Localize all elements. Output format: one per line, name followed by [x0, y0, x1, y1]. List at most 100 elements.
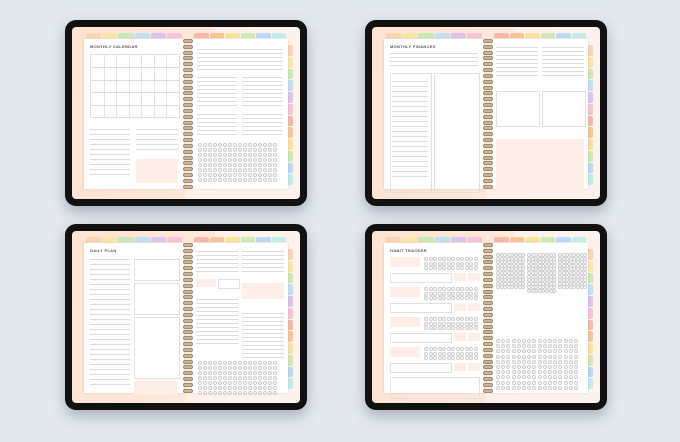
section-tab[interactable] [194, 33, 209, 38]
tracker-circle [511, 359, 516, 364]
month-tab[interactable] [588, 354, 593, 366]
section-tab[interactable] [556, 33, 571, 38]
section-tab[interactable] [150, 237, 166, 242]
section-tab[interactable] [150, 33, 166, 38]
section-tab[interactable] [194, 237, 209, 242]
section-tab[interactable] [509, 33, 524, 38]
section-tab[interactable] [418, 33, 434, 38]
section-tab[interactable] [494, 237, 509, 242]
month-tab[interactable] [288, 296, 293, 307]
month-tab[interactable] [588, 127, 593, 138]
month-tab[interactable] [288, 284, 293, 295]
section-tab[interactable] [134, 33, 150, 38]
month-tab[interactable] [288, 319, 293, 331]
section-tab[interactable] [86, 237, 102, 242]
section-tab[interactable] [494, 33, 509, 38]
section-tab[interactable] [450, 33, 466, 38]
month-tab[interactable] [588, 284, 593, 295]
section-tab[interactable] [134, 237, 150, 242]
month-tab[interactable] [588, 68, 593, 80]
section-tab[interactable] [240, 33, 255, 38]
section-tab[interactable] [418, 237, 434, 242]
month-tab[interactable] [588, 307, 593, 319]
month-tab[interactable] [288, 366, 293, 378]
month-tab[interactable] [288, 45, 293, 56]
month-tab[interactable] [588, 366, 593, 378]
section-tab[interactable] [571, 33, 586, 38]
section-tab[interactable] [386, 33, 402, 38]
tracker-circle [510, 267, 515, 272]
month-tab[interactable] [288, 115, 293, 127]
section-tab[interactable] [102, 237, 118, 242]
month-tab[interactable] [288, 139, 293, 150]
month-tab[interactable] [588, 272, 593, 284]
section-tab[interactable] [509, 237, 524, 242]
month-tab[interactable] [288, 150, 293, 162]
section-tab[interactable] [402, 33, 418, 38]
month-tab[interactable] [288, 272, 293, 284]
month-tab[interactable] [588, 92, 593, 103]
section-tab[interactable] [271, 237, 286, 242]
month-tab[interactable] [288, 354, 293, 366]
ruled-line [242, 89, 282, 90]
month-tab[interactable] [588, 139, 593, 150]
section-tab[interactable] [166, 33, 183, 38]
month-tab[interactable] [288, 103, 293, 115]
month-tab[interactable] [588, 115, 593, 127]
month-tab[interactable] [288, 307, 293, 319]
ruled-line [90, 259, 130, 260]
month-tab[interactable] [588, 378, 593, 389]
section-tab[interactable] [540, 33, 555, 38]
section-tab[interactable] [525, 33, 540, 38]
month-tab[interactable] [588, 174, 593, 185]
section-tab[interactable] [118, 33, 134, 38]
month-tab[interactable] [588, 319, 593, 331]
section-tab[interactable] [240, 237, 255, 242]
section-tab[interactable] [209, 33, 224, 38]
section-tab[interactable] [102, 33, 118, 38]
month-tab[interactable] [588, 150, 593, 162]
month-tab[interactable] [288, 343, 293, 354]
section-tab[interactable] [450, 237, 466, 242]
section-tab[interactable] [402, 237, 418, 242]
month-tab[interactable] [288, 378, 293, 389]
month-tab[interactable] [288, 249, 293, 260]
month-tab[interactable] [588, 260, 593, 272]
month-tab[interactable] [288, 56, 293, 68]
section-tab[interactable] [466, 237, 483, 242]
section-tab[interactable] [556, 237, 571, 242]
month-tab[interactable] [588, 249, 593, 260]
section-tab[interactable] [525, 237, 540, 242]
section-tab[interactable] [256, 237, 271, 242]
month-tab[interactable] [588, 80, 593, 91]
month-tab[interactable] [288, 68, 293, 80]
section-tab[interactable] [571, 237, 586, 242]
month-tab[interactable] [288, 174, 293, 185]
section-tab[interactable] [434, 33, 450, 38]
month-tab[interactable] [588, 343, 593, 354]
month-tab[interactable] [288, 162, 293, 174]
month-tab[interactable] [288, 80, 293, 91]
section-tab[interactable] [434, 237, 450, 242]
month-tab[interactable] [588, 162, 593, 174]
section-tab[interactable] [166, 237, 183, 242]
section-tab[interactable] [118, 237, 134, 242]
month-tab[interactable] [288, 331, 293, 342]
section-tab[interactable] [225, 33, 240, 38]
month-tab[interactable] [588, 296, 593, 307]
month-tab[interactable] [588, 103, 593, 115]
month-tab[interactable] [288, 92, 293, 103]
month-tab[interactable] [288, 127, 293, 138]
section-tab[interactable] [86, 33, 102, 38]
section-tab[interactable] [256, 33, 271, 38]
section-tab[interactable] [271, 33, 286, 38]
month-tab[interactable] [288, 260, 293, 272]
month-tab[interactable] [588, 45, 593, 56]
section-tab[interactable] [386, 237, 402, 242]
section-tab[interactable] [225, 237, 240, 242]
month-tab[interactable] [588, 331, 593, 342]
month-tab[interactable] [588, 56, 593, 68]
section-tab[interactable] [540, 237, 555, 242]
section-tab[interactable] [466, 33, 483, 38]
section-tab[interactable] [209, 237, 224, 242]
